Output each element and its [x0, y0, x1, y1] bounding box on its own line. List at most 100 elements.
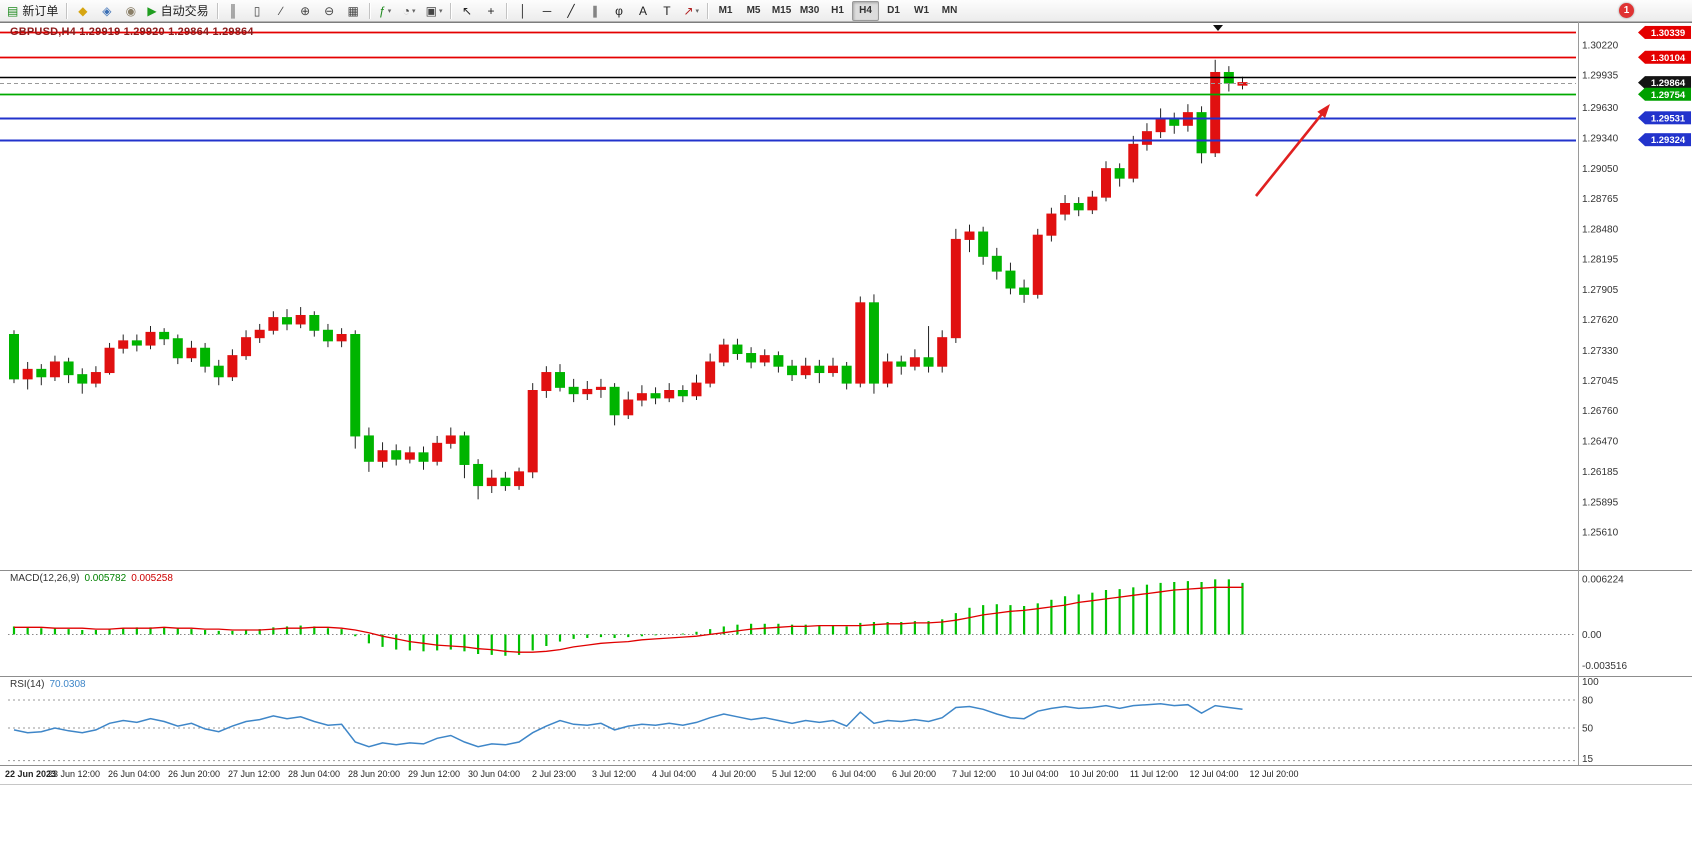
horizontal-line-button[interactable]: ─ — [535, 1, 558, 20]
candle-body — [759, 355, 770, 363]
rsi-axis-label: 100 — [1582, 677, 1599, 688]
toolbar-separator — [450, 2, 452, 19]
price-axis-label: 1.25895 — [1582, 497, 1619, 508]
crosshair-icon: + — [487, 3, 495, 18]
rsi-value: 70.0308 — [49, 679, 86, 690]
candle-body — [1169, 118, 1180, 126]
candle-body — [787, 365, 798, 376]
price-axis-label: 1.29050 — [1582, 164, 1619, 175]
bar-chart-button[interactable]: ║ — [222, 1, 245, 20]
timeframe-button-d1[interactable]: D1 — [887, 5, 900, 16]
candle-body — [268, 317, 279, 331]
price-chart-canvas[interactable]: 1.30220 1.29935 1.29630 1.29340 1.29050 1.287… — [0, 22, 1692, 570]
zoom-out-button[interactable]: ⊖ — [318, 1, 341, 20]
candle-body — [336, 334, 347, 342]
chart-shift-marker[interactable] — [1213, 25, 1223, 31]
candle-body — [1196, 112, 1207, 154]
time-axis-label: 5 Jul 12:00 — [771, 769, 817, 779]
candle-body — [677, 390, 688, 397]
channel-button[interactable]: ∥ — [583, 1, 606, 20]
time-axis-label: 28 Jun 04:00 — [287, 769, 341, 779]
candle-body — [718, 344, 729, 363]
new-order-button[interactable]: ▤ 新订单 — [3, 1, 62, 20]
price-badge-text: 1.29864 — [1651, 78, 1686, 89]
timeframe-button-h1[interactable]: H1 — [831, 5, 844, 16]
timeframe-button-mn[interactable]: MN — [941, 5, 958, 16]
tile-windows-button[interactable]: ▦ — [342, 1, 365, 20]
price-axis-label: 1.28765 — [1582, 194, 1619, 205]
timeframe-button-m15[interactable]: M15 — [771, 5, 792, 16]
zoom-in-button[interactable]: ⊕ — [294, 1, 317, 20]
periods-button[interactable]: ◔ ▾ — [398, 1, 421, 20]
candle-body — [868, 302, 879, 384]
new-order-button-label: 新订单 — [22, 4, 59, 18]
rsi-panel-canvas[interactable]: 100 80 50 15 — [0, 676, 1692, 765]
candlestick-chart-button[interactable]: ▯ — [246, 1, 269, 20]
indicators-button[interactable]: ƒ ▾ — [374, 1, 397, 20]
candle-body — [909, 357, 920, 367]
history-icon: ◉ — [125, 3, 137, 18]
candle-body — [828, 365, 838, 374]
symbols-button[interactable]: ◆ — [71, 1, 94, 20]
time-axis-label: 26 Jun 04:00 — [107, 769, 161, 779]
macd-panel-canvas[interactable]: 0.006224 0.00 -0.003516 — [0, 570, 1692, 676]
templates-button[interactable]: ▣ ▾ — [422, 1, 447, 20]
time-axis[interactable]: 22 Jun 2023 23 Jun 12:00 26 Jun 04:00 26 Ju… — [0, 765, 1692, 785]
candle-body — [145, 331, 156, 346]
notification-badge[interactable]: 1 — [1619, 3, 1634, 18]
price-axis-label: 1.25610 — [1582, 528, 1619, 539]
macd-axis-label: -0.003516 — [1582, 661, 1627, 672]
arrows-button[interactable]: ↗ ▾ — [679, 1, 703, 20]
history-button[interactable]: ◉ — [119, 1, 142, 20]
tile-windows-icon: ▦ — [347, 3, 359, 18]
vertical-line-button[interactable]: │ — [511, 1, 534, 20]
price-badge-text: 1.30104 — [1651, 53, 1686, 64]
candle-body — [131, 340, 142, 346]
text-label-button[interactable]: T — [655, 1, 678, 20]
macd-signal-value: 0.005258 — [131, 573, 173, 584]
crosshair-button[interactable]: + — [479, 1, 502, 20]
candle-body — [705, 361, 716, 384]
time-axis-label: 12 Jul 20:00 — [1249, 769, 1299, 779]
arrow-annotation-head[interactable] — [1317, 104, 1330, 119]
toolbar-separator — [506, 2, 508, 19]
timeframe-button-w1[interactable]: W1 — [914, 5, 930, 16]
timeframe-button-m5[interactable]: M5 — [746, 5, 761, 16]
time-axis-label: 30 Jun 04:00 — [467, 769, 521, 779]
candle-body — [63, 361, 74, 376]
macd-name: MACD(12,26,9) — [10, 573, 80, 584]
price-axis-label: 1.28480 — [1582, 224, 1619, 235]
trendline-button[interactable]: ╱ — [559, 1, 582, 20]
text-button[interactable]: A — [631, 1, 654, 20]
cursor-button[interactable]: ↖ — [455, 1, 478, 20]
macd-axis-label: 0.00 — [1582, 630, 1602, 641]
timeframe-button-m1[interactable]: M1 — [718, 5, 733, 16]
quotes-button[interactable]: ◈ — [95, 1, 118, 20]
trendline-icon: ╱ — [567, 3, 575, 18]
rsi-axis-label: 80 — [1582, 696, 1594, 707]
candle-body — [350, 334, 361, 437]
candle-body — [445, 435, 456, 444]
quotes-icon: ◈ — [102, 3, 112, 18]
auto-trading-button[interactable]: ▶ 自动交易 — [143, 1, 212, 20]
toolbar-separator — [707, 2, 709, 19]
template-icon: ▣ — [425, 3, 437, 18]
new-order-icon: ▤ — [7, 3, 19, 18]
chevron-down-icon: ▾ — [411, 7, 416, 15]
fibonacci-button[interactable]: φ — [607, 1, 630, 20]
timeframe-button-m30[interactable]: M30 — [799, 5, 820, 16]
symbols-icon: ◆ — [78, 3, 88, 18]
time-axis-label: 3 Jul 12:00 — [591, 769, 637, 779]
candle-body — [118, 340, 129, 349]
arrow-annotation[interactable] — [1254, 109, 1326, 197]
play-icon: ▶ — [147, 3, 157, 18]
candle-body — [1060, 202, 1071, 215]
candle-body — [609, 386, 620, 416]
indicators-icon: ƒ — [379, 3, 386, 18]
macd-value: 0.005782 — [84, 573, 127, 584]
timeframe-button-h4[interactable]: H4 — [852, 0, 880, 21]
fibonacci-icon: φ — [615, 3, 623, 18]
line-chart-button[interactable]: ∕ — [270, 1, 293, 20]
candle-body — [363, 435, 374, 462]
price-axis-label: 1.28195 — [1582, 254, 1619, 265]
